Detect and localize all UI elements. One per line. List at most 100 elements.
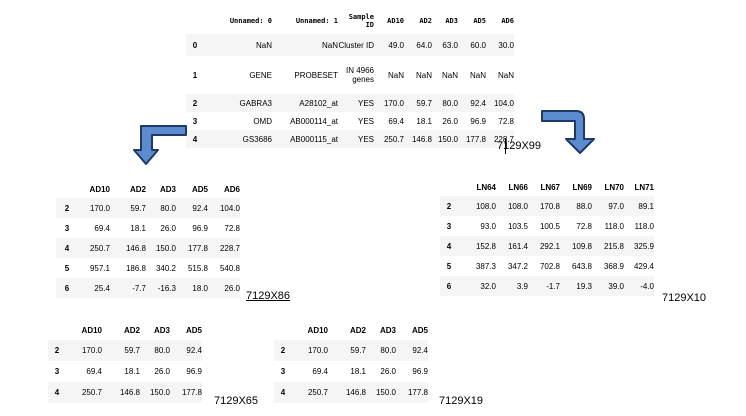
text-cursor: [505, 138, 506, 154]
table-cell: 104.0: [208, 198, 240, 218]
row-index: 2: [56, 198, 78, 218]
ln-columns-table: LN64 LN66 LN67 LN69 LN70 LN71 2 108.0 10…: [440, 178, 654, 296]
table-cell: 109.8: [560, 236, 592, 256]
table-cell: -4.0: [624, 276, 654, 296]
shape-label-right: 7129X10: [662, 292, 707, 304]
shape-label-left: 7129X86: [246, 290, 291, 302]
table-cell: 18.1: [416, 116, 432, 126]
table-cell: 96.9: [470, 116, 486, 126]
row-index: 0: [186, 34, 204, 56]
column-header: LN70: [604, 182, 624, 192]
table-cell: 69.4: [86, 367, 102, 376]
table-cell: 72.8: [498, 116, 514, 126]
table-cell: 429.4: [633, 261, 654, 271]
table-cell: 103.5: [507, 221, 528, 231]
table-cell: GABRA3: [204, 94, 272, 112]
column-header: Unnamed: 0: [229, 17, 272, 25]
table-cell: 26.0: [160, 223, 176, 233]
shape-label-bottom-right: 7129X19: [439, 395, 484, 407]
column-header: Sample ID: [348, 13, 374, 29]
table-cell: 146.8: [404, 130, 432, 148]
table-cell: 59.7: [102, 340, 140, 361]
table-header-row: Unnamed: 0 Unnamed: 1 Sample ID AD10 AD2…: [186, 8, 514, 34]
table-cell: 39.0: [592, 276, 624, 296]
table-cell: 643.8: [571, 261, 592, 271]
table-cell: 170.8: [528, 196, 560, 216]
table-cell: 88.0: [560, 196, 592, 216]
column-header: AD6: [223, 184, 240, 194]
row-index: 5: [64, 263, 70, 273]
row-index: 3: [192, 116, 198, 126]
table-cell: 161.4: [496, 236, 528, 256]
shape-label-main: 7129X99: [497, 140, 542, 152]
table-cell: Cluster ID: [338, 34, 374, 56]
table-cell: 957.1: [89, 263, 110, 273]
table-cell: 250.7: [66, 382, 102, 403]
row-index: 1: [192, 70, 198, 80]
table-cell: 63.0: [432, 34, 458, 56]
table-cell: 347.2: [507, 261, 528, 271]
column-header: LN71: [634, 182, 654, 192]
table-cell: 80.0: [366, 340, 396, 361]
table-cell: 325.9: [624, 236, 654, 256]
table-cell: 18.1: [350, 367, 366, 376]
table-cell: 69.4: [312, 367, 328, 376]
table-cell: OMD: [253, 116, 272, 126]
arrow-down-right-icon: [541, 110, 595, 154]
table-cell: NaN: [415, 70, 432, 80]
table-row: 2 108.0 108.0 170.8 88.0 97.0 89.1: [440, 196, 654, 216]
table-header-row: AD10 AD2 AD3 AD5: [274, 320, 428, 340]
row-index: 4: [440, 236, 458, 256]
column-header: AD2: [349, 325, 366, 335]
table-cell: 96.9: [192, 223, 208, 233]
table-row: 5 957.1 186.8 340.2 515.8 540.8: [56, 258, 240, 278]
column-header: [440, 178, 458, 196]
table-cell: 26.0: [154, 367, 170, 376]
table-cell: 340.2: [155, 263, 176, 273]
table-cell: 69.4: [388, 116, 404, 126]
arrow-down-left-icon: [133, 125, 187, 165]
table-cell: YES: [338, 94, 374, 112]
table-cell: 19.3: [560, 276, 592, 296]
table-cell: PROBESET: [294, 70, 338, 80]
column-header: AD5: [411, 325, 428, 335]
table-row: 2 GABRA3 A28102_at YES 170.0 59.7 80.0 9…: [186, 94, 514, 112]
table-cell: 150.0: [140, 382, 170, 403]
table-cell: 177.8: [396, 382, 428, 403]
column-header: AD3: [379, 325, 396, 335]
row-index: 3: [54, 367, 60, 376]
table-header-row: AD10 AD2 AD3 AD5 AD6: [56, 180, 240, 198]
table-cell: 72.8: [224, 223, 240, 233]
table-cell: 92.4: [176, 198, 208, 218]
table-cell: 89.1: [624, 196, 654, 216]
shape-label-bottom-left: 7129X65: [214, 395, 259, 407]
row-index: 2: [440, 196, 458, 216]
table-cell: 177.8: [176, 238, 208, 258]
row-index: 2: [274, 340, 292, 361]
column-header: AD3: [153, 325, 170, 335]
table-cell: 152.8: [458, 236, 496, 256]
table-cell: 49.0: [374, 34, 404, 56]
table-row: 4 GS3686 AB000115_at YES 250.7 146.8 150…: [186, 130, 514, 148]
table-row: 6 25.4 -7.7 -16.3 18.0 26.0: [56, 278, 240, 298]
table-cell: 186.8: [125, 263, 146, 273]
table-cell: AB000115_at: [272, 130, 338, 148]
column-header: AD10: [387, 17, 404, 25]
table-cell: 26.0: [442, 116, 458, 126]
table-cell: 387.3: [475, 261, 496, 271]
table-cell: 177.8: [458, 130, 486, 148]
column-header: AD2: [419, 17, 432, 25]
table-row: 3 93.0 103.5 100.5 72.8 118.0 118.0: [440, 216, 654, 236]
column-header: AD6: [501, 17, 514, 25]
row-index: 4: [274, 382, 292, 403]
table-cell: YES: [357, 116, 374, 126]
table-cell: 170.0: [78, 198, 110, 218]
column-header: AD10: [81, 325, 102, 335]
ad-subset-table-a: AD10 AD2 AD3 AD5 2 170.0 59.7 80.0 92.4 …: [48, 320, 202, 403]
column-header: AD5: [191, 184, 208, 194]
table-cell: 26.0: [380, 367, 396, 376]
table-cell: 80.0: [432, 94, 458, 112]
row-index: 3: [446, 221, 452, 231]
table-row: 3 69.4 18.1 26.0 96.9: [274, 361, 428, 382]
column-header: AD5: [473, 17, 486, 25]
